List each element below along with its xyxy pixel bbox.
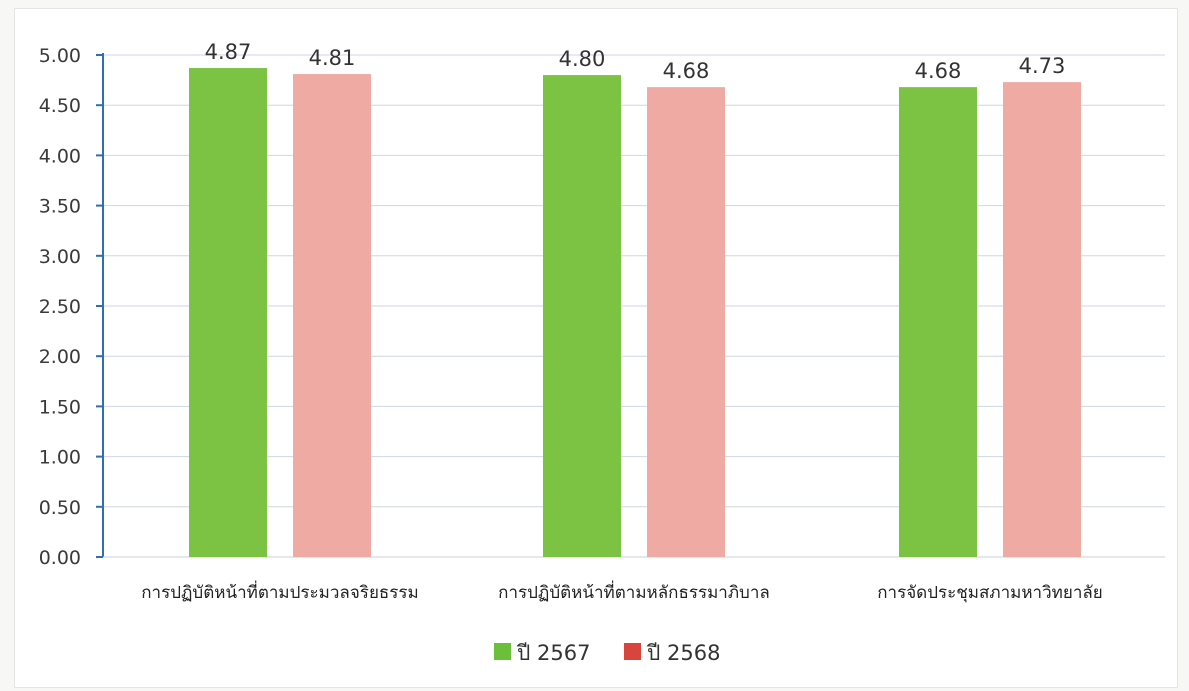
y-tick-label: 3.00 bbox=[39, 246, 81, 268]
bar-series1 bbox=[189, 68, 267, 557]
data-label: 4.81 bbox=[309, 46, 356, 70]
y-tick-label: 3.50 bbox=[39, 196, 81, 218]
y-tick-label: 0.50 bbox=[39, 497, 81, 519]
bar-series1 bbox=[543, 75, 621, 557]
category-label: การปฏิบัติหน้าที่ตามหลักธรรมาภิบาล bbox=[498, 580, 770, 603]
legend-label: ปี 2567 bbox=[516, 641, 590, 665]
y-tick-label: 1.50 bbox=[39, 396, 81, 418]
legend-swatch bbox=[624, 643, 641, 660]
legend-label: ปี 2568 bbox=[646, 641, 720, 665]
bar-series2 bbox=[647, 87, 725, 558]
data-label: 4.80 bbox=[559, 47, 606, 71]
data-label: 4.68 bbox=[915, 59, 962, 83]
y-tick-label: 0.00 bbox=[39, 547, 81, 569]
data-label: 4.73 bbox=[1019, 54, 1066, 78]
y-tick-label: 1.00 bbox=[39, 447, 81, 469]
bar-series1 bbox=[899, 87, 977, 558]
bar-series2 bbox=[293, 74, 371, 558]
y-tick-label: 4.00 bbox=[39, 145, 81, 167]
bar-series2 bbox=[1003, 82, 1081, 557]
data-label: 4.68 bbox=[663, 59, 710, 83]
y-tick-label: 2.00 bbox=[39, 346, 81, 368]
y-tick-label: 4.50 bbox=[39, 95, 81, 117]
y-tick-label: 2.50 bbox=[39, 296, 81, 318]
category-label: การจัดประชุมสภามหาวิทยาลัย bbox=[877, 583, 1103, 603]
category-label: การปฏิบัติหน้าที่ตามประมวลจริยธรรม bbox=[141, 580, 419, 603]
y-tick-label: 5.00 bbox=[39, 45, 81, 67]
legend-swatch bbox=[494, 643, 511, 660]
data-label: 4.87 bbox=[205, 40, 252, 64]
